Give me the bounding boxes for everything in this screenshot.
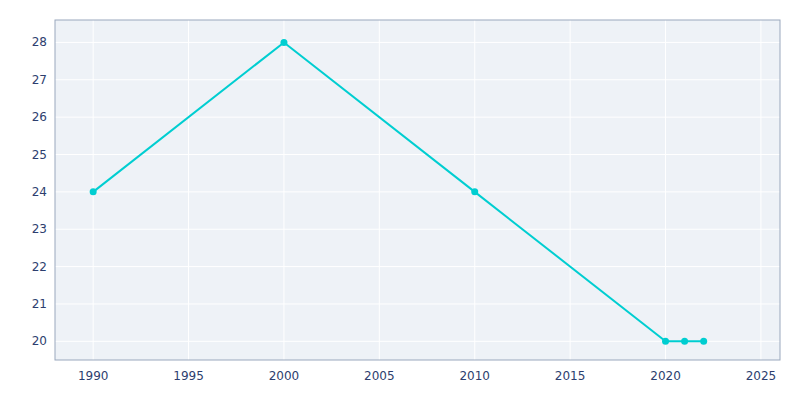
x-tick-label: 2005 [364,369,395,383]
grid-line-y [55,154,780,155]
y-tick-label: 20 [32,334,47,348]
y-tick-label: 27 [32,73,47,87]
y-tick-label: 25 [32,148,47,162]
grid-line-y [55,266,780,267]
x-tick-label: 1995 [173,369,204,383]
grid-line-x [188,20,189,360]
x-tick-label: 2020 [650,369,681,383]
plot-background [55,20,780,360]
grid-line-y [55,117,780,118]
x-tick-label: 2025 [746,369,777,383]
grid [55,20,780,360]
y-tick-label: 22 [32,260,47,274]
grid-line-y [55,191,780,192]
tick-labels: 1990 1995 2000 2005 2010 2015 2020 2025 20 21 22 23… [32,35,776,383]
y-tick-label: 26 [32,110,47,124]
x-tick-label: 1990 [78,369,109,383]
grid-line-y [55,79,780,80]
grid-line-x [760,20,761,360]
y-tick-label: 23 [32,222,47,236]
y-tick-label: 21 [32,297,47,311]
grid-line-x [379,20,380,360]
marker [681,338,688,345]
marker [90,188,97,195]
grid-line-x [665,20,666,360]
marker [700,338,707,345]
marker [471,188,478,195]
chart: 1990 1995 2000 2005 2010 2015 2020 2025 20 21 22 23… [0,0,800,400]
x-tick-label: 2015 [555,369,586,383]
series [90,39,708,345]
grid-line-y [55,303,780,304]
grid-line-y [55,229,780,230]
grid-line-y [55,42,780,43]
marker [280,39,287,46]
grid-line-x [283,20,284,360]
x-tick-label: 2000 [269,369,300,383]
marker [662,338,669,345]
grid-line-x [570,20,571,360]
plot-frame [55,20,780,360]
y-tick-label: 28 [32,35,47,49]
y-tick-label: 24 [32,185,47,199]
x-tick-label: 2010 [459,369,490,383]
line [93,42,704,341]
